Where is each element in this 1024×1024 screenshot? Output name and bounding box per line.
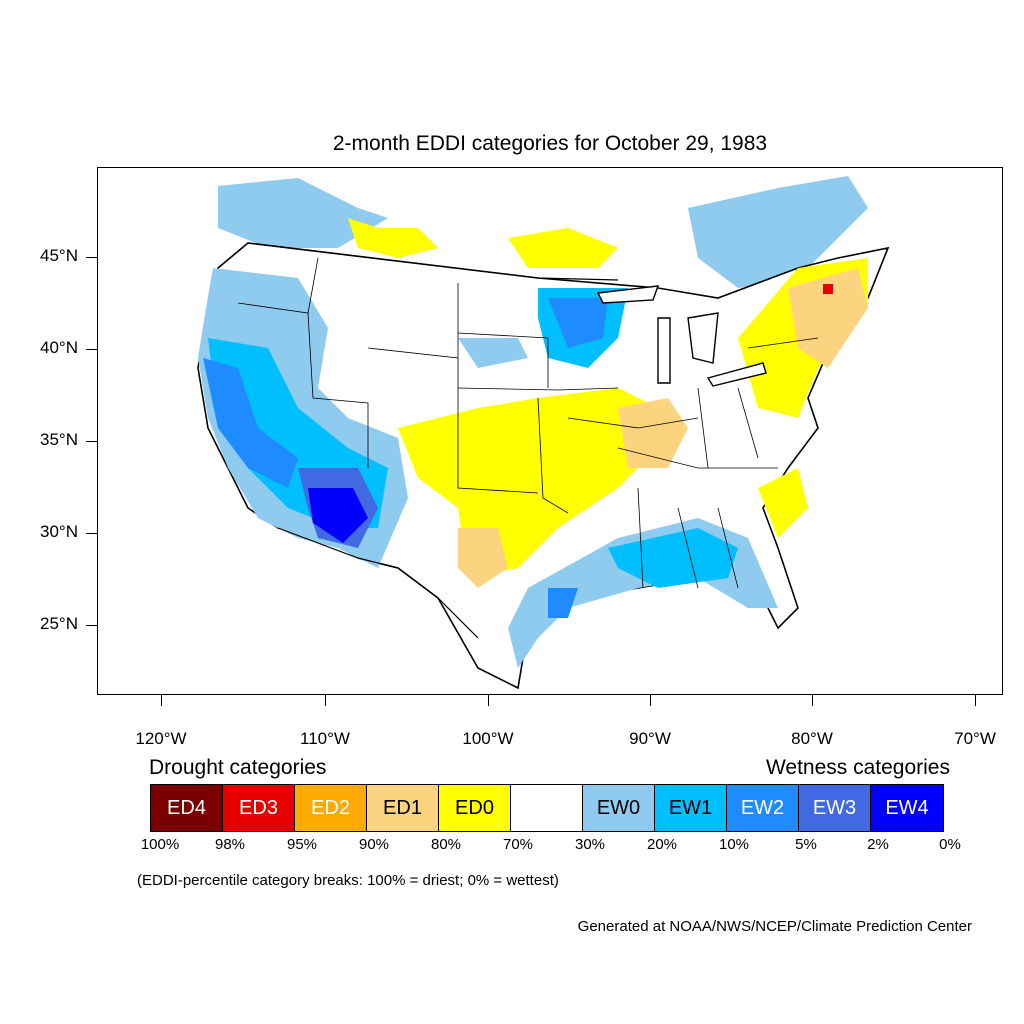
break-label: 98%	[214, 836, 246, 853]
lat-label-25: 25°N	[40, 614, 78, 633]
west-wet-region	[198, 268, 408, 568]
region-ed3	[823, 284, 833, 294]
lon-tick	[812, 695, 813, 706]
legend-cell-ew2: EW2	[727, 785, 799, 831]
legend-cell-ed1: ED1	[367, 785, 439, 831]
lake-superior	[596, 285, 660, 304]
wetness-heading: Wetness categories	[765, 756, 950, 779]
state-border	[677, 507, 699, 589]
legend-cell-ed0: ED0	[439, 785, 511, 831]
state-border	[637, 487, 644, 589]
lon-label-90w: 90°W	[629, 729, 671, 748]
map-title: 2-month EDDI categories for October 29, …	[332, 132, 768, 155]
lat-label-40: 40°N	[40, 338, 78, 357]
state-border	[537, 397, 569, 514]
region-ew0	[218, 178, 388, 248]
state-border	[617, 447, 778, 469]
legend-cell-ew0: EW0	[583, 785, 655, 831]
region-ed0	[508, 228, 618, 268]
legend-cell-neutral	[511, 785, 583, 831]
state-border	[457, 418, 539, 494]
map-canvas	[197, 176, 890, 690]
eddi-map	[97, 167, 1003, 695]
state-border	[457, 332, 549, 388]
lat-tick	[86, 625, 97, 626]
lat-tick	[86, 257, 97, 258]
lake-michigan	[657, 317, 671, 384]
region-ed1	[788, 268, 868, 368]
state-border	[737, 387, 759, 459]
lon-tick	[650, 695, 651, 706]
lat-tick	[86, 349, 97, 350]
state-border	[457, 387, 619, 391]
lon-label-120w: 120°W	[135, 729, 187, 748]
canada-shading	[218, 176, 868, 288]
region-ed0	[758, 468, 808, 538]
great-lakes	[596, 285, 767, 387]
legend-cell-ew4: EW4	[871, 785, 943, 831]
lat-label-35: 35°N	[40, 430, 78, 449]
break-label: 10%	[718, 836, 750, 853]
state-border	[307, 312, 369, 468]
lon-label-70w: 70°W	[954, 729, 996, 748]
legend-cell-ed2: ED2	[295, 785, 367, 831]
region-ed0	[348, 218, 438, 258]
category-note: (EDDI-percentile category breaks: 100% =…	[137, 872, 559, 889]
break-label: 95%	[286, 836, 318, 853]
lon-tick	[975, 695, 976, 706]
legend-cell-ed3: ED3	[223, 785, 295, 831]
region-ew4	[308, 488, 368, 543]
region-ew2	[548, 298, 608, 348]
state-borders	[237, 257, 819, 589]
break-label: 20%	[646, 836, 678, 853]
lat-label-45: 45°N	[40, 246, 78, 265]
lat-label-30: 30°N	[40, 522, 78, 541]
lon-label-110w: 110°W	[300, 729, 350, 748]
lon-tick	[161, 695, 162, 706]
legend-cell-ew3: EW3	[799, 785, 871, 831]
region-ew0	[458, 338, 528, 368]
state-border	[567, 417, 699, 429]
break-label: 5%	[795, 836, 817, 853]
central-dry-region	[398, 258, 868, 588]
legend-colorbar: ED4 ED3 ED2 ED1 ED0 EW0 EW1 EW2 EW3 EW4	[150, 784, 944, 832]
region-ed1	[618, 398, 688, 468]
break-label: 0%	[939, 836, 961, 853]
lon-label-100w: 100°W	[462, 729, 514, 748]
region-ew0	[688, 176, 868, 288]
lat-tick	[86, 533, 97, 534]
break-label: 70%	[502, 836, 534, 853]
midwest-wet-region	[458, 288, 628, 368]
break-label: 100%	[140, 836, 180, 853]
state-border	[747, 337, 819, 349]
canada-border	[247, 242, 619, 281]
lon-tick	[488, 695, 489, 706]
lat-tick	[86, 441, 97, 442]
state-border	[697, 387, 709, 469]
region-ew2	[548, 588, 578, 618]
mexico-border	[277, 527, 479, 639]
break-label: 90%	[358, 836, 390, 853]
legend-cell-ed4: ED4	[151, 785, 223, 831]
credit-line: Generated at NOAA/NWS/NCEP/Climate Predi…	[577, 918, 972, 935]
drought-heading: Drought categories	[149, 756, 327, 779]
lon-tick	[325, 695, 326, 706]
break-label: 30%	[574, 836, 606, 853]
break-label: 80%	[430, 836, 462, 853]
region-ed1	[458, 528, 508, 588]
break-label: 2%	[867, 836, 889, 853]
region-ew2	[203, 358, 298, 488]
lake-erie	[706, 362, 767, 387]
lake-huron	[687, 312, 719, 364]
lon-label-80w: 80°W	[791, 729, 833, 748]
state-border	[717, 507, 739, 589]
legend-cell-ew1: EW1	[655, 785, 727, 831]
